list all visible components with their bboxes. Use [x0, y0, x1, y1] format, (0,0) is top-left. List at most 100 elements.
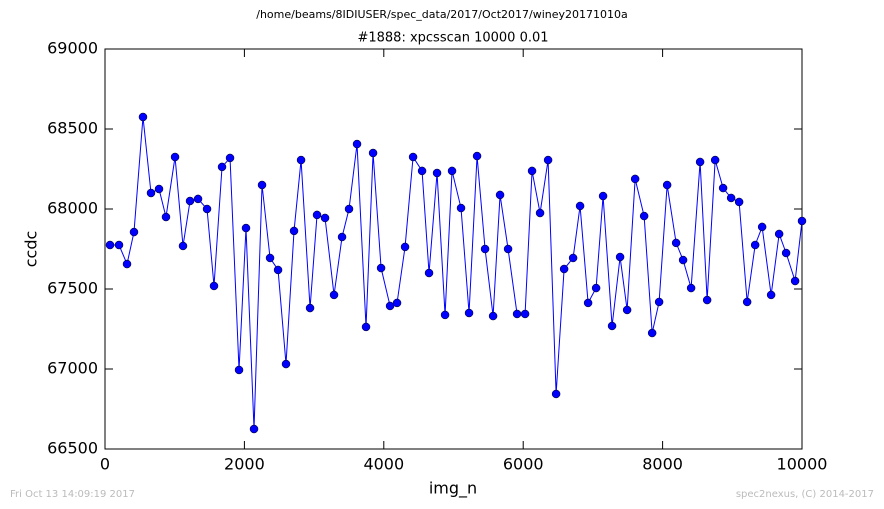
- marker: [193, 194, 203, 204]
- marker: [512, 309, 522, 319]
- marker: [757, 222, 767, 232]
- marker: [662, 180, 672, 190]
- marker: [464, 308, 474, 318]
- marker: [392, 298, 402, 308]
- marker: [702, 295, 712, 305]
- marker: [105, 240, 115, 250]
- x-tick-label: 8000: [642, 455, 683, 474]
- marker: [575, 201, 585, 211]
- marker: [488, 311, 498, 321]
- marker: [241, 223, 251, 233]
- marker: [202, 204, 212, 214]
- marker: [568, 253, 578, 263]
- marker: [114, 240, 124, 250]
- marker: [368, 148, 378, 158]
- x-tick-label: 0: [100, 455, 110, 474]
- marker: [185, 196, 195, 206]
- marker: [146, 188, 156, 198]
- x-tick-label: 10000: [777, 455, 828, 474]
- marker: [480, 244, 490, 254]
- marker: [734, 197, 744, 207]
- marker: [559, 264, 569, 274]
- marker: [440, 310, 450, 320]
- suptitle: /home/beams/8IDIUSER/spec_data/2017/Oct2…: [256, 8, 628, 21]
- marker: [376, 263, 386, 273]
- x-tick-label: 4000: [363, 455, 404, 474]
- marker: [671, 238, 681, 248]
- marker: [774, 229, 784, 239]
- marker: [535, 208, 545, 218]
- marker: [583, 298, 593, 308]
- marker: [710, 155, 720, 165]
- marker: [361, 322, 371, 332]
- y-tick-label: 67000: [47, 359, 98, 378]
- marker: [781, 248, 791, 258]
- y-tick-label: 68000: [47, 199, 98, 218]
- marker: [352, 139, 362, 149]
- marker: [170, 152, 180, 162]
- marker: [472, 151, 482, 161]
- y-tick-label: 67500: [47, 279, 98, 298]
- marker: [495, 190, 505, 200]
- marker: [344, 204, 354, 214]
- marker: [686, 283, 696, 293]
- marker: [154, 184, 164, 194]
- marker: [161, 212, 171, 222]
- marker: [790, 276, 800, 286]
- marker: [178, 241, 188, 251]
- marker: [639, 211, 649, 221]
- marker: [408, 152, 418, 162]
- marker: [225, 153, 235, 163]
- marker: [622, 305, 632, 315]
- marker: [742, 297, 752, 307]
- marker: [551, 389, 561, 399]
- marker: [695, 157, 705, 167]
- marker: [337, 232, 347, 242]
- marker: [296, 155, 306, 165]
- marker: [249, 424, 259, 434]
- marker: [424, 268, 434, 278]
- marker: [520, 309, 530, 319]
- marker: [312, 210, 322, 220]
- marker: [265, 253, 275, 263]
- marker: [209, 281, 219, 291]
- marker: [591, 283, 601, 293]
- marker: [234, 365, 244, 375]
- x-tick-label: 2000: [224, 455, 265, 474]
- marker: [647, 328, 657, 338]
- marker: [598, 191, 608, 201]
- y-tick-label: 68500: [47, 119, 98, 138]
- marker: [678, 255, 688, 265]
- marker: [432, 168, 442, 178]
- marker: [320, 213, 330, 223]
- marker: [217, 162, 227, 172]
- marker: [718, 183, 728, 193]
- marker: [122, 259, 132, 269]
- marker: [726, 193, 736, 203]
- marker: [766, 290, 776, 300]
- marker: [257, 180, 267, 190]
- chart-title: #1888: xpcsscan 10000 0.01: [357, 31, 548, 46]
- line: [110, 116, 803, 430]
- marker: [456, 203, 466, 213]
- marker: [417, 166, 427, 176]
- marker: [273, 265, 283, 275]
- x-axis-label: img_n: [429, 479, 477, 499]
- marker: [615, 252, 625, 262]
- marker: [138, 112, 148, 122]
- footer-left: Fri Oct 13 14:09:19 2017: [10, 489, 135, 500]
- marker: [797, 216, 807, 226]
- footer-right: spec2nexus, (C) 2014-2017: [736, 489, 874, 500]
- marker: [503, 244, 513, 254]
- marker: [543, 155, 553, 165]
- y-tick-label: 66500: [47, 439, 98, 458]
- marker: [607, 321, 617, 331]
- marker: [129, 227, 139, 237]
- y-axis-label: ccdc: [22, 231, 41, 268]
- y-tick-label: 69000: [47, 39, 98, 58]
- marker: [281, 359, 291, 369]
- marker: [447, 166, 457, 176]
- marker: [750, 240, 760, 250]
- marker: [654, 297, 664, 307]
